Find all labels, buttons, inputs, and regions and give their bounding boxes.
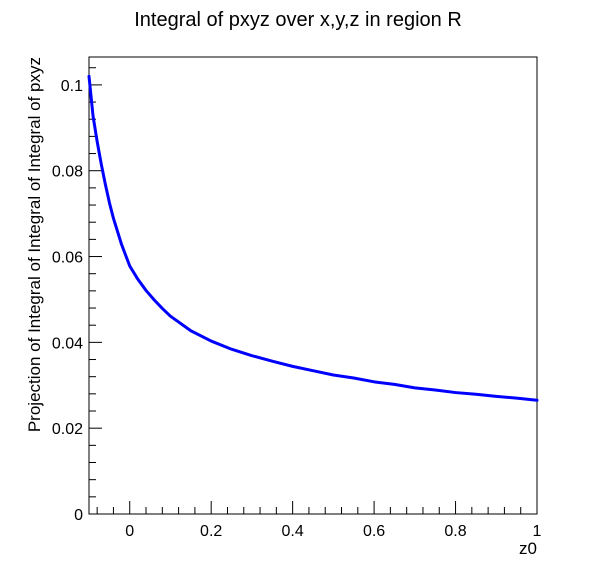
y-axis-tick-labels: 0 0.02 0.04 0.06 0.08 0.1 — [52, 78, 83, 524]
x-tick-label: 0.6 — [363, 523, 385, 540]
y-axis-label: Projection of Integral of Integral of In… — [25, 57, 44, 432]
y-tick-label: 0.1 — [61, 78, 83, 95]
x-tick-label: 0.2 — [200, 523, 222, 540]
x-tick-label: 0 — [125, 523, 134, 540]
x-tick-label: 0.4 — [282, 523, 304, 540]
y-tick-label: 0.04 — [52, 335, 83, 352]
x-axis-ticks — [96, 501, 538, 514]
y-tick-label: 0 — [74, 507, 83, 524]
x-tick-label: 1 — [533, 523, 542, 540]
x-tick-label: 0.8 — [444, 523, 466, 540]
y-tick-label: 0.02 — [52, 421, 83, 438]
x-axis-label: z0 — [519, 539, 537, 558]
chart-title: Integral of pxyz over x,y,z in region R — [134, 9, 462, 31]
y-tick-label: 0.06 — [52, 250, 83, 267]
series-line — [87, 74, 539, 402]
x-axis-tick-labels: 0 0.2 0.4 0.6 0.8 1 — [125, 523, 541, 540]
y-tick-label: 0.08 — [52, 164, 83, 181]
plot-frame — [88, 56, 538, 515]
